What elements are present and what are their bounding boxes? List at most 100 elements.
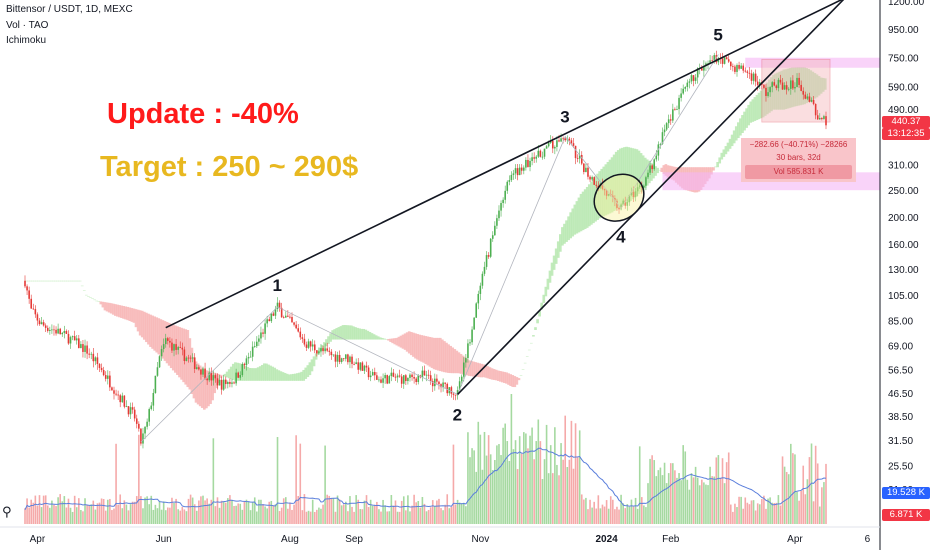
candle-body <box>332 354 335 356</box>
cloud-segment <box>623 147 626 205</box>
candle-body <box>701 68 703 71</box>
cloud-segment <box>552 255 556 270</box>
pin-icon[interactable]: ⚲ <box>2 504 12 519</box>
candle-body <box>272 313 275 316</box>
cloud-segment <box>662 165 666 175</box>
candle-body <box>394 376 397 378</box>
volume-bar <box>402 496 405 524</box>
wave-label-3: 3 <box>560 108 569 127</box>
cloud-segment <box>103 302 107 311</box>
cloud-segment <box>478 363 481 378</box>
cloud-segment <box>455 350 459 374</box>
candle-body <box>533 157 535 159</box>
volume-bar <box>363 500 366 524</box>
cloud-segment <box>722 149 726 157</box>
candle-body <box>506 181 509 191</box>
candle-body <box>96 357 99 364</box>
candle-body <box>287 315 289 317</box>
cloud-segment <box>515 377 519 385</box>
candle-body <box>603 188 606 191</box>
candle-body <box>661 132 664 144</box>
volume-bar <box>291 509 293 524</box>
volume-bar <box>438 498 440 524</box>
volume-bar <box>57 497 59 524</box>
volume-bar <box>32 502 35 524</box>
volume-bar <box>224 502 227 524</box>
candle-body <box>725 57 728 60</box>
volume-bar <box>423 503 426 524</box>
volume-bar <box>270 500 273 524</box>
candle-body <box>562 138 564 140</box>
volume-bar <box>549 445 552 524</box>
cloud-segment <box>221 375 225 377</box>
cloud-segment <box>587 184 591 227</box>
candle-body <box>88 353 90 355</box>
volume-bar <box>580 494 583 524</box>
cloud-segment <box>809 70 813 101</box>
cloud-segment <box>606 161 610 215</box>
volume-bar <box>243 501 246 524</box>
time-axis[interactable]: Apr Jun Aug Sep Nov 2024 Feb Apr 6 <box>30 534 871 545</box>
volume-bar <box>703 482 705 524</box>
volume-bar <box>220 500 223 524</box>
candle-body <box>465 358 467 363</box>
chart-title: Bittensor / USDT, 1D, MEXC <box>6 4 133 15</box>
volume-bar <box>340 505 343 524</box>
volume-bar <box>599 508 602 524</box>
update-annotation: Update : -40% <box>107 98 299 130</box>
candle-body <box>821 117 823 119</box>
volume-bar <box>750 500 753 524</box>
cloud-segment <box>467 360 471 376</box>
candle-body <box>450 387 453 394</box>
candle-body <box>235 372 237 384</box>
cloud-segment <box>114 304 117 316</box>
volume-bar <box>26 498 28 524</box>
cloud-segment <box>523 362 527 364</box>
volume-bar <box>645 507 647 524</box>
candle-body <box>454 394 457 396</box>
candle-body <box>636 187 639 192</box>
candle-body <box>694 77 697 81</box>
candle-body <box>630 191 633 195</box>
candle-body <box>361 362 364 371</box>
cloud-segment <box>122 306 125 319</box>
volume-bar <box>405 510 407 524</box>
cloud-segment <box>449 345 452 374</box>
volume-bar <box>525 433 527 524</box>
target-annotation: Target : 250 ~ 290$ <box>100 151 359 183</box>
cloud-segment <box>668 165 672 179</box>
volume-bar <box>413 494 415 524</box>
cloud-segment <box>339 326 343 340</box>
candle-body <box>169 340 171 343</box>
volume-bar <box>471 448 473 524</box>
ichimoku-indicator-label[interactable]: Ichimoku <box>6 35 47 46</box>
volume-indicator-label[interactable]: Vol · TAO <box>6 20 49 31</box>
cloud-segment <box>604 164 608 216</box>
cloud-segment <box>530 342 533 344</box>
volume-bar <box>779 505 782 524</box>
cloud-segment <box>134 309 138 328</box>
volume-bar <box>394 500 397 524</box>
volume-bar <box>284 497 287 524</box>
candle-body <box>444 382 446 384</box>
volume-bar <box>260 499 262 524</box>
candle-body <box>80 344 82 349</box>
cloud-segment <box>517 378 521 381</box>
volume-bar <box>92 500 95 524</box>
cloud-segment <box>486 366 490 379</box>
price-axis[interactable]: 1200.00 950.00 750.00 590.00 490.00 310.00 250… <box>888 0 925 496</box>
volume-bar <box>547 473 550 524</box>
volume-bar <box>241 509 244 524</box>
cloud-segment <box>436 337 440 371</box>
cloud-segment <box>70 280 74 282</box>
candle-body <box>427 374 430 376</box>
candle-body <box>655 155 658 160</box>
volume-bar <box>748 504 751 524</box>
cloud-segment <box>407 331 411 354</box>
cloud-segment <box>612 154 616 211</box>
cloud-segment <box>372 334 376 340</box>
candle-body <box>520 167 523 171</box>
cloud-segment <box>710 167 713 175</box>
cloud-segment <box>652 164 655 179</box>
